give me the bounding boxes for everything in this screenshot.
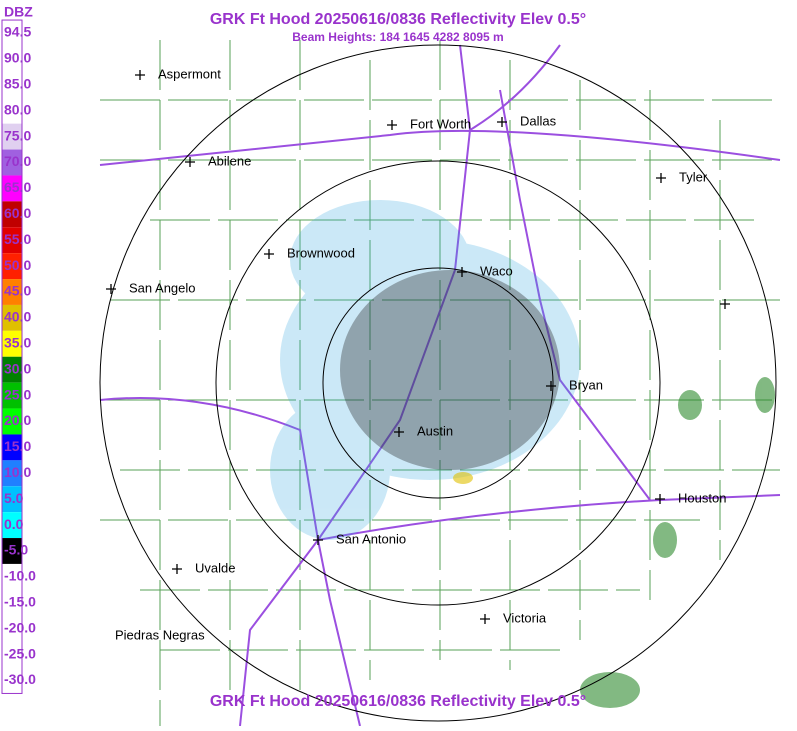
city-marker [457, 267, 467, 277]
legend-swatch [2, 382, 22, 409]
legend-swatch [2, 304, 22, 331]
city-label: Fort Worth [410, 116, 471, 131]
legend-swatch [2, 97, 22, 124]
legend-label: 45.0 [4, 283, 31, 299]
city-label: Uvalde [195, 560, 235, 575]
legend-label: 0.0 [4, 516, 24, 532]
legend-swatch [2, 201, 22, 228]
city-label: Aspermont [158, 66, 221, 81]
city-marker [264, 249, 274, 259]
legend-label: 94.5 [4, 24, 31, 40]
city-marker [185, 157, 195, 167]
legend-label: -15.0 [4, 594, 36, 610]
city-label: Houston [678, 490, 726, 505]
legend-swatch [2, 20, 22, 46]
legend-label: 80.0 [4, 101, 31, 117]
legend-label: 5.0 [4, 490, 24, 506]
city-marker [387, 120, 397, 130]
legend-label: 70.0 [4, 153, 31, 169]
city-marker [135, 70, 145, 80]
legend-swatch [2, 538, 22, 564]
legend-label: -5.0 [4, 542, 28, 558]
legend-swatch [2, 615, 22, 642]
city-label: Tyler [679, 169, 708, 184]
city-marker [656, 173, 666, 183]
city-marker [480, 614, 490, 624]
reflectivity [270, 200, 580, 540]
legend-swatch [2, 71, 22, 98]
city-marker [655, 494, 665, 504]
bottom-title: GRK Ft Hood 20250616/0836 Reflectivity E… [210, 693, 586, 710]
range-rings [99, 44, 777, 722]
city-label: Waco [480, 263, 513, 278]
city-label: San Antonio [336, 531, 406, 546]
city-label: Dallas [520, 113, 557, 128]
city-label: San Angelo [129, 280, 196, 295]
legend-label: -10.0 [4, 568, 36, 584]
legend-title: DBZ [4, 4, 33, 20]
legend-swatch [2, 227, 22, 254]
legend-label: 30.0 [4, 360, 31, 376]
legend-swatch [2, 330, 22, 357]
legend-swatch [2, 512, 22, 539]
legend-swatch [2, 45, 22, 72]
legend-swatch [2, 149, 22, 176]
legend-swatch [2, 408, 22, 435]
highways [99, 44, 781, 727]
city-label: Victoria [503, 610, 547, 625]
legend-label: 35.0 [4, 335, 31, 351]
title: GRK Ft Hood 20250616/0836 Reflectivity E… [210, 11, 586, 28]
legend-swatch [2, 486, 22, 513]
city-marker [546, 381, 556, 391]
city-label: Abilene [208, 153, 251, 168]
legend-label: 40.0 [4, 309, 31, 325]
legend-label: 10.0 [4, 464, 31, 480]
clutter [340, 270, 560, 470]
subtitle: Beam Heights: 184 1645 4282 8095 m [292, 30, 503, 44]
city-label: Austin [417, 423, 453, 438]
legend-swatch [2, 356, 22, 383]
legend-swatch [2, 589, 22, 616]
city-marker [313, 535, 323, 545]
legend-swatch [2, 667, 22, 694]
county-lines [100, 40, 780, 726]
legend-label: 90.0 [4, 50, 31, 66]
city-marker [106, 284, 116, 294]
city-label: Bryan [569, 377, 603, 392]
color-scale: 94.5 90.0 85.0 80.0 75.0 70.0 65.0 60.0 55.0 50.0… [1, 19, 36, 694]
legend-label: 85.0 [4, 76, 31, 92]
legend-swatch [2, 279, 22, 305]
city-markers: Aspermont Abilene Fort Worth Dallas Tyler Bro… [106, 66, 730, 642]
legend-swatch [2, 563, 22, 590]
legend-swatch [2, 460, 22, 487]
legend-label: 60.0 [4, 205, 31, 221]
legend-label: 15.0 [4, 438, 31, 454]
city-marker [497, 117, 507, 127]
legend-swatch [2, 175, 22, 202]
city-label: Brownwood [287, 245, 355, 260]
legend-label: 75.0 [4, 127, 31, 143]
city-marker [394, 427, 404, 437]
legend-swatch [2, 253, 22, 280]
legend-border [1, 19, 23, 694]
legend-swatch [2, 123, 22, 150]
legend-swatch [2, 434, 22, 461]
legend-swatch [2, 641, 22, 668]
storm-cells [453, 377, 775, 708]
legend-label: 50.0 [4, 257, 31, 273]
legend-label: 20.0 [4, 412, 31, 428]
map-features [99, 40, 781, 727]
legend-label: -20.0 [4, 619, 36, 635]
legend-label: 55.0 [4, 231, 31, 247]
legend-label: -25.0 [4, 645, 36, 661]
legend-label: 65.0 [4, 179, 31, 195]
city-marker [720, 299, 730, 309]
legend-label: -30.0 [4, 671, 36, 687]
city-label: Piedras Negras [115, 627, 205, 642]
city-marker [172, 564, 182, 574]
legend-label: 25.0 [4, 386, 31, 402]
